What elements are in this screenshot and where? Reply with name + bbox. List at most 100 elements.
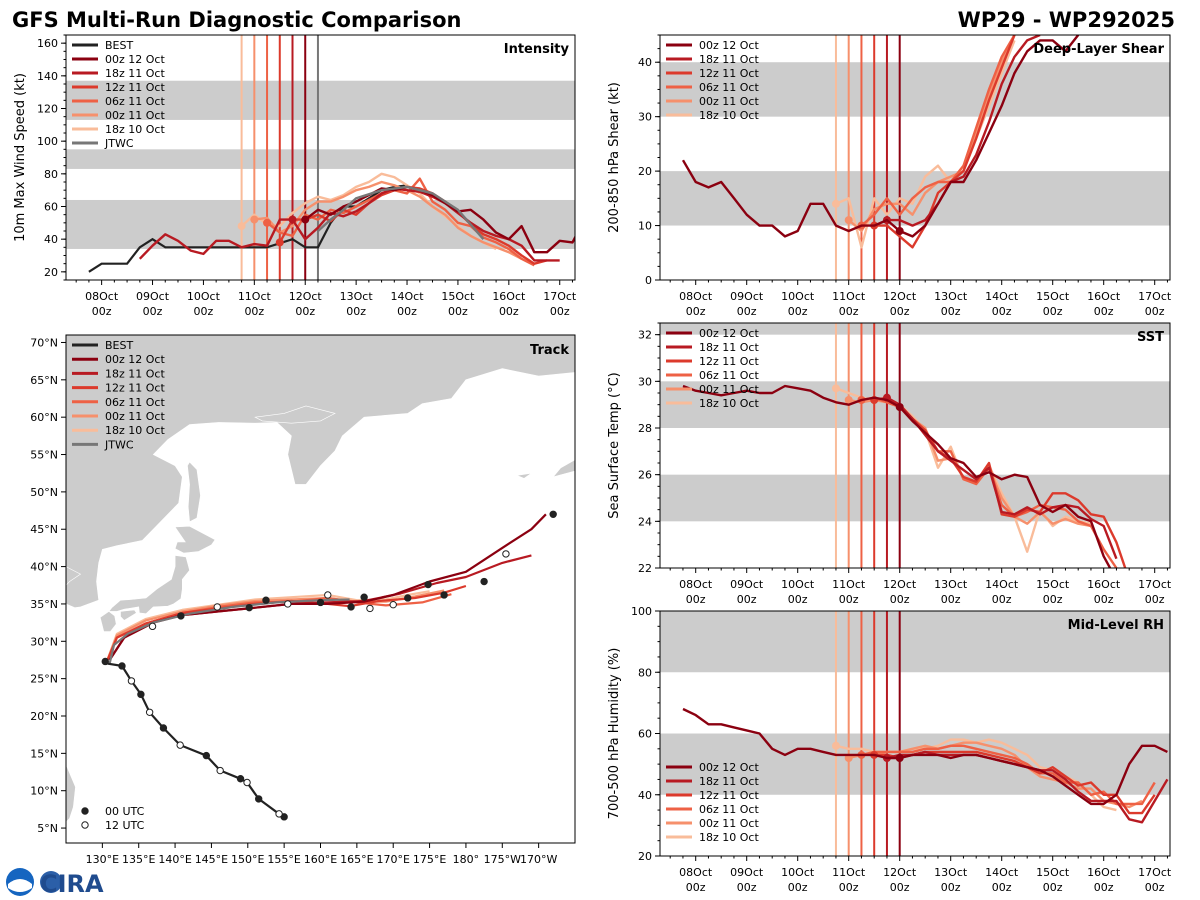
x-tick-label: 17Oct [543,290,577,303]
y-tick-label: 20 [638,165,652,178]
x-tick-label: 08Oct [679,290,713,303]
track-marker-12utc [389,600,397,609]
legend-label-run-0: 00z 12 Oct [105,53,165,66]
lon-tick-label: 160°E [304,853,337,866]
x-tick-label: 17Oct [1138,578,1172,591]
y-tick-label: 120 [37,103,58,116]
x-tick-label: 12Oct [883,290,917,303]
best-marker-12utc [145,708,154,716]
x-tick-label: 10Oct [187,290,221,303]
legend-label-jtwc: JTWC [104,137,134,150]
track-line-5 [104,590,430,665]
init-point-5 [831,199,840,208]
x-tick-label-hour: 00z [839,881,859,894]
legend-label-run-3: 06z 11 Oct [105,396,165,409]
shikoku-island [120,609,137,621]
best-marker-12utc [127,677,136,685]
plot-area [660,323,1170,568]
threshold-band [660,323,1170,335]
y-tick-label: 24 [638,515,652,528]
y-tick-label: 100 [37,135,58,148]
x-tick-label: 12Oct [289,290,323,303]
lon-tick-label: 130°E [86,853,119,866]
x-tick-label-hour: 00z [890,305,910,318]
plot-area [66,35,575,280]
kamchatka-coast [254,405,336,424]
panel-title: Intensity [504,42,570,57]
legend-label-run-3: 06z 11 Oct [699,369,759,382]
lat-tick-label: 30°N [30,635,58,648]
hokkaido-island [174,525,216,554]
x-tick-label-hour: 00z [839,305,859,318]
y-tick-label: 26 [638,469,652,482]
series-line-2 [874,35,1016,249]
x-tick-label-hour: 00z [1145,881,1165,894]
x-tick-label-hour: 00z [788,305,808,318]
legend-label-run-4: 00z 11 Oct [699,817,759,830]
x-tick-label-hour: 00z [992,881,1012,894]
lon-tick-label: 155°E [267,853,300,866]
x-tick-label: 15Oct [1036,578,1070,591]
legend-label-run-0: 00z 12 Oct [699,327,759,340]
track-marker-00utc [440,591,448,599]
lat-tick-label: 55°N [30,449,58,462]
x-tick-label: 13Oct [934,290,968,303]
lat-tick-label: 40°N [30,561,58,574]
aleutian-islet [515,472,532,479]
panel-title: Deep-Layer Shear [1033,42,1164,57]
series-line-4 [847,35,1016,233]
legend-label-run-4: 00z 11 Oct [105,410,165,423]
lon-tick-label: 170°E [376,853,409,866]
best-marker-00utc [101,657,109,666]
x-tick-label: 17Oct [1138,290,1172,303]
lon-tick-label: 140°E [158,853,191,866]
init-point-0 [895,754,904,762]
sakhalin-island [187,461,201,523]
track-marker-00utc [549,510,557,518]
legend-label-best: BEST [105,339,133,352]
y-tick-label: 100 [631,605,652,618]
lat-tick-label: 5°N [37,822,58,835]
x-tick-label-hour: 00z [890,881,910,894]
lat-tick-label: 45°N [30,523,58,536]
x-tick-label: 10Oct [781,578,815,591]
x-tick-label: 16Oct [492,290,526,303]
x-tick-label-hour: 00z [499,305,519,318]
panel-title: Track [530,343,569,358]
x-tick-label-hour: 00z [550,305,570,318]
x-tick-label-hour: 00z [1094,593,1114,606]
x-tick-label-hour: 00z [295,305,315,318]
legend-label-best: BEST [105,39,133,52]
track-marker-00utc [404,594,412,602]
x-tick-label-hour: 00z [1043,305,1063,318]
x-tick-label-hour: 00z [143,305,163,318]
lat-tick-label: 50°N [30,486,58,499]
lon-tick-label: 135°E [122,853,155,866]
legend-label-run-0: 00z 12 Oct [105,353,165,366]
lon-tick-label: 175°W [484,853,521,866]
track-marker-00utc [347,603,355,611]
plot-area [660,611,1170,856]
track-marker-00utc [480,577,488,586]
x-tick-label: 08Oct [679,578,713,591]
lon-tick-label: 175°E [413,853,446,866]
track-marker-00utc [177,612,185,620]
init-point-5 [237,222,246,231]
y-tick-label: 22 [638,562,652,575]
legend-label-run-2: 12z 11 Oct [699,355,759,368]
lon-tick-label: 165°E [340,853,373,866]
x-tick-label: 14Oct [985,290,1019,303]
plot-area [660,35,1170,280]
track-marker-12utc [148,622,157,631]
init-point-4 [844,216,853,225]
x-tick-label: 15Oct [1036,866,1070,879]
x-tick-label: 08Oct [85,290,119,303]
x-tick-label: 11Oct [832,578,866,591]
lat-tick-label: 60°N [30,411,58,424]
y-axis-label: 700-500 hPa Humidity (%) [607,648,622,820]
y-tick-label: 80 [44,168,58,181]
legend-label-run-4: 00z 11 Oct [699,383,759,396]
